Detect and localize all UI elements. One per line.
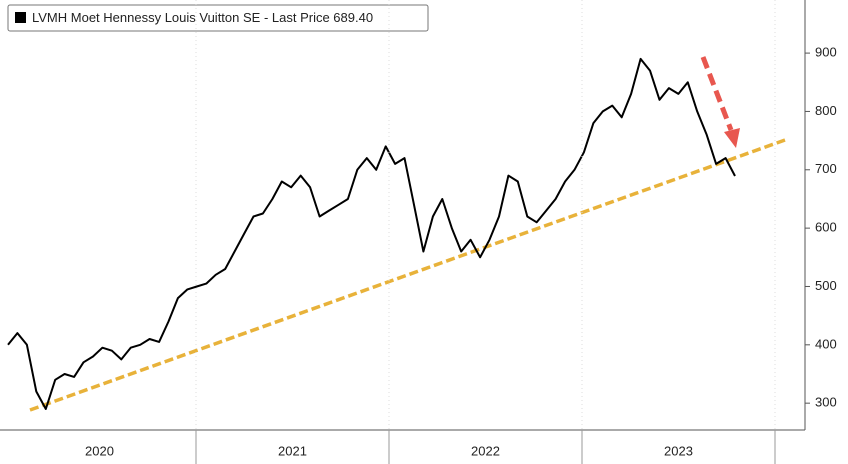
arrow-shaft: [700, 56, 734, 131]
x-tick-label: 2022: [471, 443, 500, 458]
legend-label: LVMH Moet Hennessy Louis Vuitton SE - La…: [32, 10, 373, 25]
y-tick-label: 400: [815, 336, 837, 351]
legend-box: [7, 4, 429, 32]
y-tick-label: 500: [815, 278, 837, 293]
legend-swatch: [15, 12, 26, 23]
y-tick-label: 700: [815, 161, 837, 176]
x-tick-label: 2023: [664, 443, 693, 458]
y-tick-label: 300: [815, 395, 837, 410]
arrow-head: [724, 128, 740, 148]
y-tick-label: 900: [815, 45, 837, 60]
y-tick-label: 600: [815, 220, 837, 235]
plot: [7, 57, 736, 410]
x-tick-label: 2020: [85, 443, 114, 458]
price-line: [7, 57, 736, 410]
y-tick-label: 800: [815, 103, 837, 118]
trend-line: [29, 138, 786, 412]
x-tick-label: 2021: [278, 443, 307, 458]
